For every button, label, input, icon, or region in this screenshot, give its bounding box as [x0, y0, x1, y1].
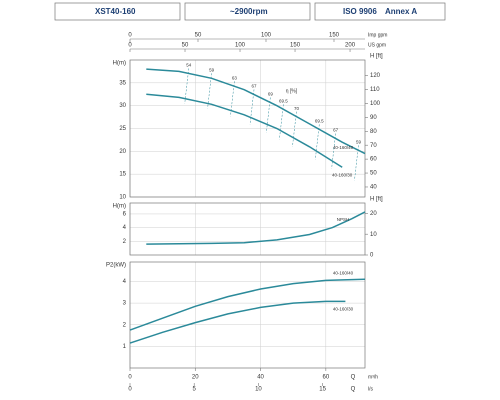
y2-tick-label: 20: [370, 211, 377, 217]
efficiency-line: [230, 81, 235, 117]
x-tick-label: 0: [128, 33, 132, 39]
efficiency-line: [207, 73, 212, 109]
x-tick-label: 15: [319, 387, 326, 393]
speed: ~2900rpm: [230, 7, 268, 16]
x-axis-label: US gpm: [368, 42, 386, 48]
y2-tick-label: 100: [370, 101, 381, 107]
y-axis-label: H(m): [113, 61, 126, 67]
y2-tick-label: 0: [370, 253, 374, 259]
x-tick-label: 0: [128, 375, 132, 381]
x-tick-label: 150: [329, 33, 340, 39]
efficiency-line: [279, 104, 284, 140]
header-box: [314, 2, 446, 21]
x-tick-label: 40: [257, 375, 264, 381]
header-box: [184, 2, 311, 21]
x-tick-label: 100: [235, 43, 246, 49]
x-tick-label: 0: [128, 387, 132, 393]
y2-tick-label: 60: [370, 157, 377, 163]
curve: [129, 300, 346, 344]
y-tick-label: 1: [123, 344, 127, 350]
y-tick-label: 25: [119, 126, 126, 132]
x-tick-label: 10: [255, 387, 262, 393]
curve: [146, 68, 366, 155]
y-tick-label: 10: [119, 195, 126, 201]
y-tick-label: 15: [119, 172, 126, 178]
y2-tick-label: 80: [370, 129, 377, 135]
y2-tick-label: 40: [370, 185, 377, 191]
curve: [129, 278, 366, 331]
efficiency-title: η [%]: [286, 89, 298, 95]
series-label: 40-160/30: [332, 173, 353, 178]
y2-tick-label: 50: [370, 171, 377, 177]
efficiency-label: 70: [294, 106, 300, 111]
efficiency-label: 59: [209, 67, 215, 72]
efficiency-label: 59: [356, 140, 362, 145]
y-axis-label: P2(kW): [106, 263, 126, 269]
q-label: Q: [351, 387, 356, 393]
y-tick-label: 4: [123, 225, 127, 231]
efficiency-line: [266, 97, 271, 133]
annex: Annex A: [385, 7, 417, 16]
efficiency-label: 69: [268, 92, 274, 97]
x-tick-label: 150: [290, 43, 301, 49]
efficiency-line: [184, 68, 189, 104]
efficiency-line: [331, 133, 336, 169]
efficiency-label: 69.5: [279, 99, 288, 104]
y-tick-label: 6: [123, 212, 127, 218]
y2-tick-label: 10: [370, 232, 377, 238]
series-label: 40-160/30: [333, 307, 354, 312]
curve: [146, 93, 343, 168]
x-tick-label: 20: [192, 375, 199, 381]
y-tick-label: 4: [123, 279, 127, 285]
x-tick-label: 60: [322, 375, 329, 381]
y2-tick-label: 90: [370, 115, 377, 121]
efficiency-line: [315, 124, 320, 160]
y-tick-label: 2: [123, 239, 127, 245]
y-tick-label: 35: [119, 80, 126, 86]
y2-tick-label: 70: [370, 143, 377, 149]
series-label: 40-160/40: [333, 145, 354, 150]
x-axis-label: Imp gpm: [368, 32, 387, 38]
plot-frame: [129, 59, 366, 198]
x-tick-label: 0: [128, 43, 132, 49]
plot-frame: [129, 261, 366, 369]
y-axis-label: H(m): [113, 204, 126, 210]
x-axis-label: l/s: [368, 386, 374, 392]
x-tick-label: 50: [195, 33, 202, 39]
x-tick-label: 50: [182, 43, 189, 49]
efficiency-label: 54: [186, 63, 192, 68]
y-tick-label: 30: [119, 103, 126, 109]
efficiency-label: 63: [232, 75, 238, 80]
y2-tick-label: 110: [370, 87, 380, 93]
q-label: Q: [351, 375, 356, 381]
efficiency-label: 67: [252, 84, 258, 89]
plot-frame: [129, 202, 366, 256]
y2-axis-label: H [ft]: [370, 197, 383, 203]
efficiency-line: [292, 111, 297, 147]
header-box: [54, 2, 181, 21]
x-tick-label: 100: [261, 33, 272, 39]
y2-tick-label: 120: [370, 73, 381, 79]
curve: [146, 211, 366, 245]
y-tick-label: 2: [123, 322, 127, 328]
standard: ISO 9906: [343, 7, 377, 16]
x-tick-label: 200: [345, 43, 356, 49]
model: XST40-160: [95, 7, 136, 16]
efficiency-label: 69.5: [315, 119, 324, 124]
y2-axis-label: H [ft]: [370, 54, 383, 60]
series-label: NPSH: [337, 217, 350, 222]
x-tick-label: 5: [193, 387, 197, 393]
y-tick-label: 20: [119, 149, 126, 155]
efficiency-line: [249, 89, 255, 125]
x-axis-label: m³/h: [368, 374, 378, 380]
efficiency-label: 67: [333, 128, 339, 133]
efficiency-line: [354, 145, 359, 181]
series-label: 40-160/40: [333, 270, 354, 275]
y-tick-label: 3: [123, 301, 127, 307]
